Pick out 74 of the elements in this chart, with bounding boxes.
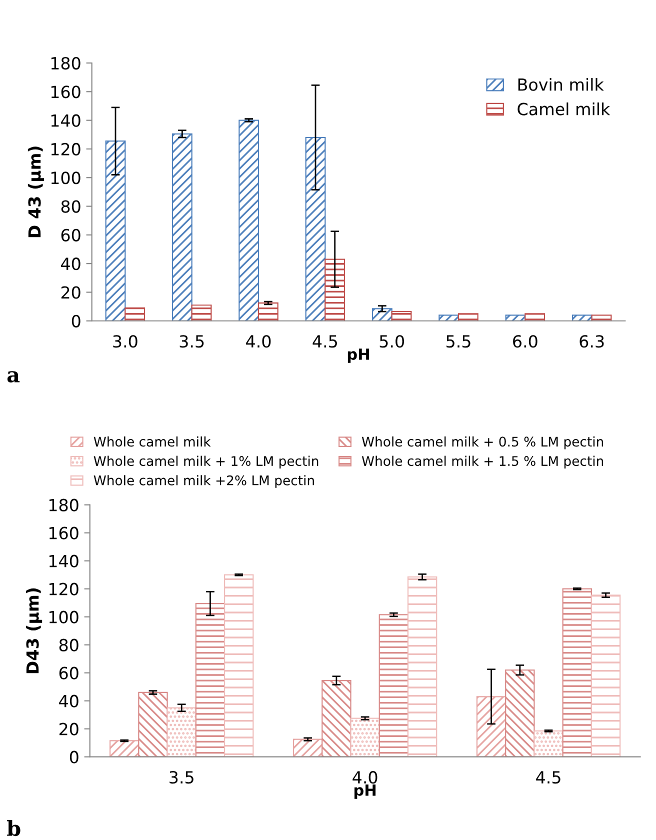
- y-tick-label: 100: [51, 172, 80, 184]
- legend-label: Whole camel milk: [94, 436, 211, 447]
- bar: [166, 707, 196, 757]
- y-tick-label: 180: [49, 498, 78, 512]
- y-tick-label: 0: [72, 314, 80, 328]
- x-axis-title: pH: [348, 348, 369, 363]
- x-tick-label: 4.5: [312, 335, 337, 348]
- x-tick-label: 5.0: [380, 335, 404, 348]
- x-tick-label: 4.0: [246, 335, 271, 348]
- bar: [224, 574, 254, 757]
- y-tick-label: 140: [51, 114, 80, 127]
- bar: [124, 307, 146, 321]
- y-tick-label: 40: [61, 258, 80, 270]
- x-tick-label: 6.0: [513, 335, 538, 348]
- bar: [524, 313, 546, 321]
- y-tick-label: 80: [59, 638, 78, 652]
- y-tick-label: 180: [51, 56, 80, 70]
- bar: [534, 730, 564, 757]
- y-tick-label: 20: [61, 286, 80, 299]
- bar: [238, 120, 260, 321]
- bar: [172, 133, 192, 321]
- text: a: [7, 371, 20, 382]
- text: b: [7, 820, 20, 836]
- x-tick-label: 4.0: [352, 771, 378, 784]
- x-tick-label: 5.5: [446, 335, 470, 348]
- bar: [195, 602, 226, 757]
- bar: [258, 302, 278, 321]
- bar: [458, 313, 478, 321]
- y-axis-title: D 43 (µm): [28, 146, 44, 238]
- bar: [591, 314, 612, 321]
- x-tick-label: 3.5: [180, 335, 204, 348]
- legend-label: Whole camel milk + 0.5 % LM pectin: [362, 436, 604, 450]
- bar: [438, 314, 460, 321]
- x-tick-label: 3.0: [113, 335, 138, 348]
- x-axis-title: pH: [354, 784, 376, 799]
- y-tick-label: 120: [51, 142, 80, 156]
- x-tick-label: 4.5: [536, 771, 560, 784]
- y-tick-label: 120: [49, 582, 78, 596]
- y-tick-label: 20: [59, 722, 78, 736]
- legend-label: Whole camel milk +2% LM pectin: [94, 475, 314, 488]
- bar: [505, 669, 535, 757]
- bar: [324, 258, 346, 321]
- y-axis-title: D43 (µm): [26, 588, 42, 674]
- bar: [391, 311, 412, 321]
- bar: [138, 692, 168, 757]
- legend-label: Whole camel milk + 1.5 % LM pectin: [362, 456, 604, 469]
- y-tick-label: 140: [49, 554, 78, 568]
- bar: [590, 594, 621, 757]
- y-tick-label: 60: [61, 228, 80, 242]
- legend-label: Bovin milk: [518, 78, 604, 91]
- y-tick-label: 0: [70, 750, 78, 764]
- bar: [378, 614, 409, 757]
- bar: [292, 738, 323, 757]
- bar: [322, 680, 352, 757]
- x-tick-label: 6.3: [580, 335, 604, 348]
- y-tick-label: 80: [61, 200, 80, 213]
- bar: [476, 696, 506, 757]
- bar: [407, 576, 438, 757]
- y-tick-label: 60: [59, 666, 78, 680]
- bar: [105, 140, 126, 321]
- bar: [372, 308, 392, 321]
- bar: [110, 740, 140, 757]
- y-tick-label: 160: [51, 86, 80, 98]
- legend-label: Whole camel milk + 1% LM pectin: [94, 456, 318, 469]
- legend-label: Camel milk: [518, 102, 610, 116]
- y-tick-label: 40: [59, 694, 78, 708]
- y-tick-label: 160: [49, 526, 78, 540]
- x-tick-label: 3.5: [170, 771, 194, 784]
- bar: [572, 314, 592, 321]
- y-tick-label: 100: [49, 610, 78, 624]
- bar: [305, 136, 326, 321]
- bar: [562, 588, 592, 757]
- bar: [191, 304, 212, 321]
- bar: [350, 718, 380, 757]
